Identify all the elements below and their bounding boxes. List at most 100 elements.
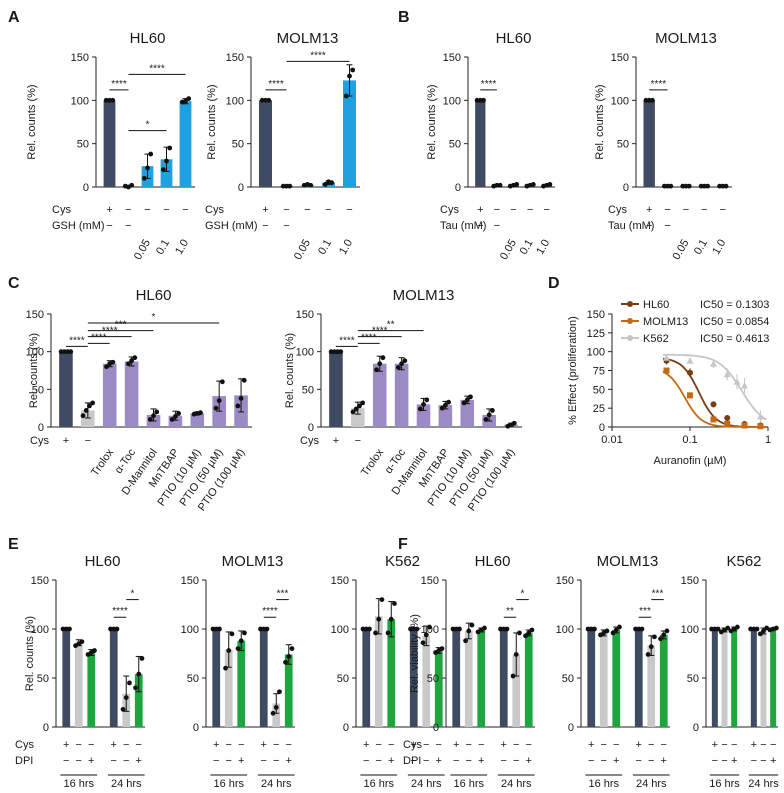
y-tick-label: 100 (181, 624, 199, 636)
row-cell: − (346, 204, 352, 216)
y-tick-label: 100 (26, 347, 44, 359)
data-point (264, 626, 270, 632)
data-point (757, 423, 764, 430)
data-point (83, 408, 89, 413)
data-point (160, 167, 166, 173)
data-point (388, 616, 394, 622)
y-tick-label: 100 (556, 624, 574, 636)
bar (190, 413, 205, 427)
y-tick-label: 0 (238, 182, 244, 194)
data-point (238, 395, 244, 401)
row-cell: + (136, 755, 142, 767)
data-point (283, 659, 288, 665)
row-cell: 1.0 (337, 238, 355, 257)
legend-label: HL60 (643, 299, 669, 311)
row-cell: − (701, 204, 707, 216)
bar (512, 654, 521, 727)
row-label: Cys (440, 204, 459, 216)
data-point (350, 67, 356, 73)
row-cell: − (125, 220, 131, 232)
significance-label: **** (262, 606, 278, 617)
data-point (687, 369, 693, 376)
data-point (322, 182, 328, 187)
chart-title: MOLM13 (222, 553, 284, 570)
y-tick-label: 25 (593, 403, 605, 415)
data-point (172, 414, 178, 419)
row-cell: + (770, 755, 776, 767)
row-cell: − (683, 204, 689, 216)
bar (237, 640, 246, 727)
data-point (110, 97, 116, 103)
bar (362, 629, 371, 727)
panel-label-e: E (8, 536, 19, 553)
y-tick-label: 100 (71, 95, 89, 107)
data-point (423, 632, 429, 638)
y-tick-label: 100 (421, 624, 439, 636)
row-cell: − (88, 739, 94, 751)
significance-label: **** (149, 63, 165, 74)
data-point (414, 626, 420, 632)
row-cell: − (466, 739, 472, 751)
data-point (482, 625, 487, 631)
row-cell: − (76, 739, 82, 751)
bar (599, 632, 608, 727)
row-cell: + (731, 755, 737, 767)
data-point (213, 405, 219, 411)
row-cell: − (494, 204, 500, 216)
y-tick-label: 0 (308, 422, 314, 434)
data-point (724, 414, 731, 421)
data-point (457, 626, 462, 632)
data-point (147, 417, 153, 422)
data-point (483, 417, 489, 422)
data-point (523, 633, 528, 639)
data-point (67, 626, 72, 632)
row-cell: 1.0 (173, 238, 191, 257)
row-cell: 0.1 (154, 238, 172, 257)
data-point (145, 165, 150, 171)
data-point (733, 378, 741, 385)
row-label: Cys (15, 739, 34, 751)
row-cell: − (770, 739, 776, 751)
chart-title: HL60 (496, 30, 532, 47)
row-label: Cys (52, 204, 71, 216)
data-point (235, 646, 241, 651)
data-point (216, 398, 222, 404)
y-axis-label: Rel. counts (%) (284, 333, 296, 408)
row-cell: + (751, 739, 757, 751)
bar (760, 630, 767, 727)
bar (59, 351, 73, 427)
group-label: 24 hrs (261, 778, 292, 790)
fit-curve-molm13 (662, 370, 767, 428)
data-point (461, 400, 467, 406)
data-point (226, 648, 232, 653)
row-cell: − (355, 435, 361, 447)
row-cell: − (601, 739, 607, 751)
row-cell: − (123, 755, 129, 767)
data-point (353, 406, 359, 412)
data-point (715, 626, 721, 632)
chart-title: MOLM13 (597, 553, 659, 570)
row-cell: 0.05 (670, 238, 691, 263)
data-point (169, 417, 175, 422)
row-cell: + (111, 739, 117, 751)
row-cell: − (453, 755, 459, 767)
data-point (464, 397, 470, 403)
row-cell: − (664, 204, 670, 216)
row-cell: − (664, 220, 670, 232)
data-point (402, 358, 408, 364)
row-cell: + (477, 204, 483, 216)
data-point (329, 180, 335, 186)
y-tick-label: 150 (181, 575, 199, 587)
data-point (463, 638, 468, 644)
data-point (529, 627, 535, 633)
data-point (350, 409, 356, 415)
significance-label: **** (91, 332, 107, 343)
row-cell: − (648, 755, 654, 767)
data-point (725, 625, 731, 631)
row-cell: − (527, 204, 533, 216)
